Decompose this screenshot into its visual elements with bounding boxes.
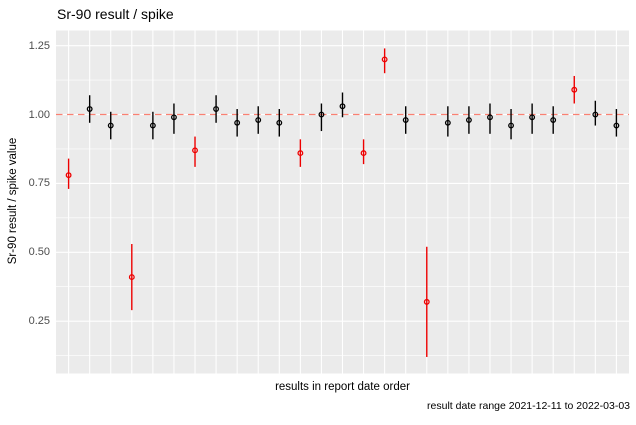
data-point [571,86,578,93]
data-point [192,147,198,154]
data-point [276,119,283,126]
data-point [360,150,367,157]
chart-caption: result date range 2021-12-11 to 2022-03-… [427,400,630,412]
data-point [444,119,451,126]
chart-title: Sr-90 result / spike [57,6,174,22]
data-point [128,274,135,281]
data-point [86,106,93,112]
data-point [613,122,620,129]
data-point [297,150,304,157]
y-tick-label: 0.25 [28,315,50,328]
y-tick-label: 1.25 [28,39,50,52]
data-point [402,117,409,123]
data-point [234,119,241,126]
x-axis-title: results in report date order [275,381,410,393]
data-point [318,111,325,118]
data-point [170,114,177,121]
data-point [465,117,472,123]
data-point [149,122,156,129]
data-point [508,122,515,129]
data-point [423,298,430,305]
y-tick-label: 0.50 [28,246,50,259]
data-point [487,114,493,121]
data-point [255,117,262,123]
data-point [529,114,536,121]
data-point [65,172,72,179]
data-point [107,122,114,129]
data-point [381,56,388,63]
y-tick-label: 1.00 [28,108,50,121]
data-point [213,106,220,112]
data-point [339,103,346,110]
data-point [550,117,557,123]
data-point [592,111,599,118]
y-axis-title: Sr-90 result / spike value [7,137,19,265]
y-tick-label: 0.75 [28,177,50,190]
